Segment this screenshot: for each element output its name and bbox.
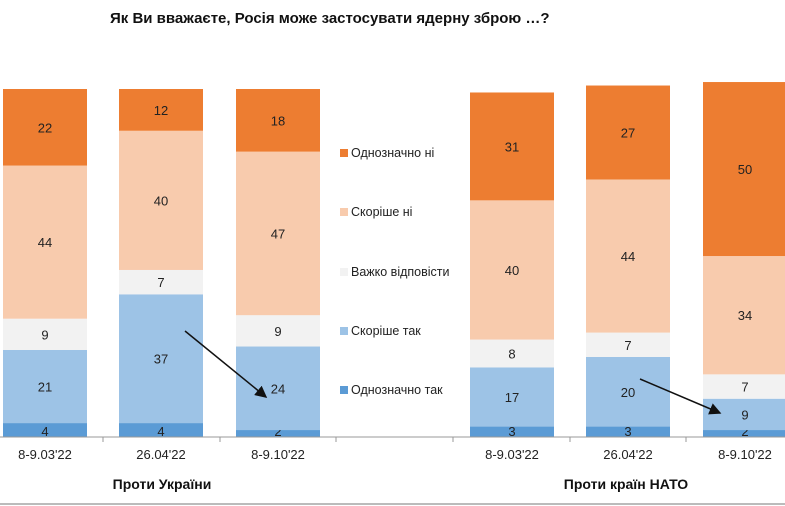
bar-segment [236, 89, 320, 152]
data-label: 4 [41, 424, 48, 439]
data-label: 9 [41, 327, 48, 342]
legend-swatch [340, 386, 348, 394]
bar-segment [470, 200, 554, 340]
data-label: 50 [738, 162, 752, 177]
legend-label: Однозначно ні [351, 146, 435, 160]
legend-label: Важко відповісти [351, 265, 450, 279]
bottom-divider [0, 503, 785, 505]
bar-segment [470, 367, 554, 427]
data-label: 12 [154, 103, 168, 118]
bar-segment [236, 430, 320, 437]
data-label: 7 [624, 338, 631, 353]
bar-segment [470, 426, 554, 437]
x-tick-label: 8-9.03'22 [485, 447, 539, 462]
data-label: 4 [157, 424, 164, 439]
bar-segment [470, 92, 554, 201]
data-label: 21 [38, 380, 52, 395]
legend-swatch [340, 268, 348, 276]
bar-segment [3, 423, 87, 437]
bar-segment [119, 269, 203, 295]
group-label: Проти країн НАТО [563, 476, 689, 492]
data-label: 7 [741, 380, 748, 395]
legend-swatch [340, 208, 348, 216]
data-label: 24 [271, 381, 285, 396]
bar-segment [236, 346, 320, 431]
legend-item: Скоріше так [340, 324, 421, 338]
data-label: 18 [271, 113, 285, 128]
bar-segment [119, 294, 203, 424]
data-label: 3 [508, 424, 515, 439]
bar-segment [119, 130, 203, 270]
data-label: 8 [508, 346, 515, 361]
data-label: 44 [621, 249, 635, 264]
data-label: 20 [621, 385, 635, 400]
x-tick-label: 8-9.10'22 [718, 447, 772, 462]
legend-item: Однозначно так [340, 383, 443, 397]
data-label: 40 [505, 263, 519, 278]
data-label: 3 [624, 424, 631, 439]
bar-segment [119, 89, 203, 131]
legend-item: Однозначно ні [340, 146, 434, 160]
data-label: 27 [621, 126, 635, 141]
bar-segment [236, 315, 320, 347]
data-label: 47 [271, 226, 285, 241]
chart-title: Як Ви вважаєте, Росія може застосувати я… [110, 10, 550, 27]
bar-segment [586, 332, 670, 357]
x-tick-label: 8-9.10'22 [251, 447, 305, 462]
bar-segment [3, 350, 87, 424]
bar-segment [586, 426, 670, 437]
data-label: 9 [274, 324, 281, 339]
bar-segment [3, 165, 87, 319]
legend-swatch [340, 149, 348, 157]
x-tick-label: 8-9.03'22 [18, 447, 72, 462]
bar-segment [703, 374, 785, 399]
bar-segment [236, 151, 320, 316]
bar-segment [586, 85, 670, 180]
legend-label: Скоріше так [351, 324, 421, 338]
data-label: 40 [154, 193, 168, 208]
legend-item: Скоріше ні [340, 205, 412, 219]
data-label: 2 [274, 424, 281, 439]
legend-label: Скоріше ні [351, 205, 413, 219]
bar-segment [470, 339, 554, 368]
legend-item: Важко відповісти [340, 265, 450, 279]
bar-segment [3, 89, 87, 166]
trend-arrow [639, 378, 722, 415]
bar-segment [3, 318, 87, 350]
data-label: 37 [154, 352, 168, 367]
data-label: 34 [738, 308, 752, 323]
bar-segment [586, 179, 670, 333]
data-label: 7 [157, 275, 164, 290]
trend-arrow [184, 330, 268, 398]
bar-segment [586, 356, 670, 427]
legend-swatch [340, 327, 348, 335]
bar-segment [119, 423, 203, 437]
data-label: 22 [38, 120, 52, 135]
data-label: 31 [505, 139, 519, 154]
data-label: 9 [741, 407, 748, 422]
bar-segment [703, 82, 785, 257]
bar-segment [703, 256, 785, 375]
legend-label: Однозначно так [351, 383, 443, 397]
data-label: 44 [38, 235, 52, 250]
bar-segment [703, 430, 785, 437]
data-label: 2 [741, 424, 748, 439]
x-tick-label: 26.04'22 [603, 447, 653, 462]
x-tick-label: 26.04'22 [136, 447, 186, 462]
data-label: 17 [505, 390, 519, 405]
group-label: Проти України [112, 476, 212, 492]
